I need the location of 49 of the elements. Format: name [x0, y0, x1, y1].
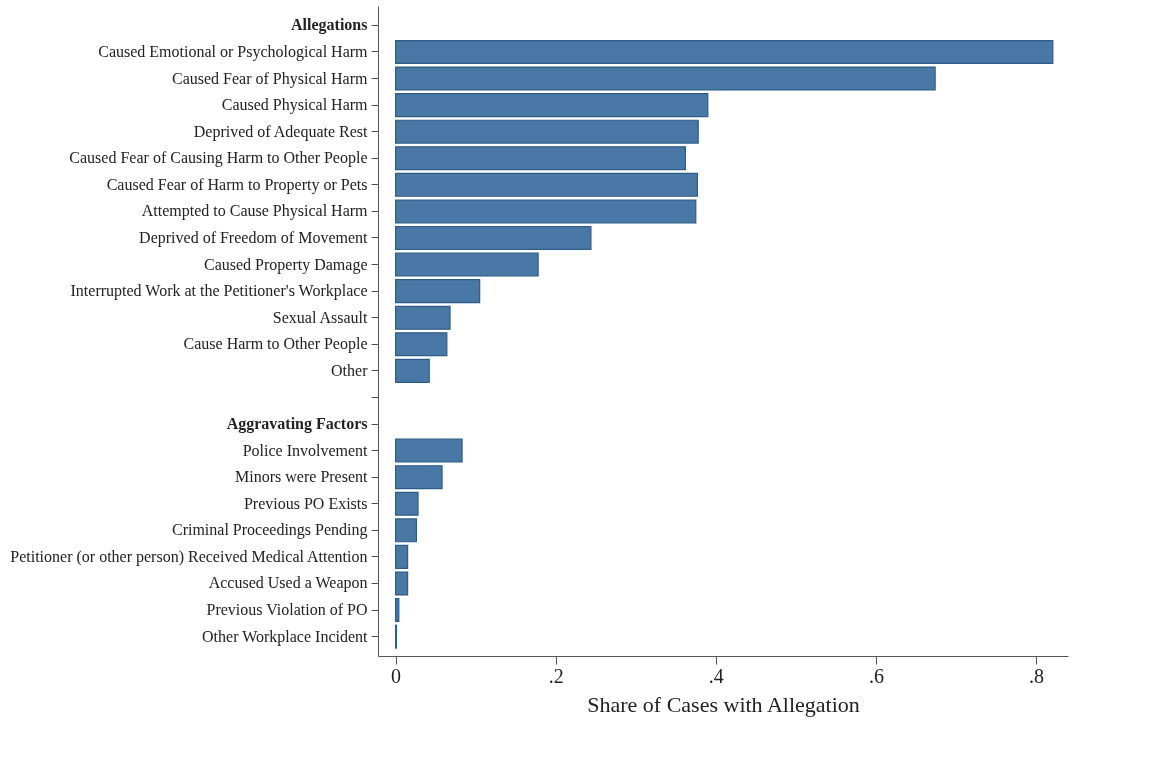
y-tick-label: Deprived of Adequate Rest: [193, 122, 369, 141]
x-tick-label: .2: [548, 664, 564, 687]
bar: [395, 491, 419, 516]
bar: [395, 438, 463, 463]
y-tick-label: Sexual Assault: [272, 308, 369, 326]
bar: [395, 199, 697, 224]
x-tick-label: .6: [868, 664, 884, 687]
y-tick-label: Deprived of Freedom of Movement: [139, 228, 369, 247]
bar: [395, 172, 698, 197]
y-tick-label: Previous Violation of PO: [206, 601, 368, 619]
bar: [395, 252, 539, 277]
bar: [395, 305, 451, 330]
bar: [395, 66, 936, 91]
y-tick-label: Aggravating Factors: [226, 415, 368, 434]
bar: [395, 358, 430, 383]
y-tick-label: Accused Used a Weapon: [208, 574, 368, 593]
y-tick-label: Cause Harm to Other People: [183, 335, 368, 354]
y-tick-label: Caused Fear of Physical Harm: [171, 69, 369, 88]
x-tick-label: 0: [391, 664, 402, 687]
x-tick-label: .4: [708, 664, 724, 687]
bar: [395, 332, 448, 357]
y-tick-label: Petitioner (or other person) Received Medical Attention: [10, 547, 368, 566]
y-tick-label: Caused Property Damage: [203, 255, 368, 274]
x-tick-label: .8: [1028, 664, 1044, 687]
y-tick-label: Previous PO Exists: [243, 494, 368, 512]
bar: [395, 39, 1054, 64]
x-axis-title: Share of Cases with Allegation: [587, 691, 860, 717]
bar: [395, 598, 400, 623]
y-tick-label: Caused Fear of Harm to Property or Pets: [106, 175, 368, 194]
y-tick-label: Caused Physical Harm: [221, 96, 369, 115]
y-tick-label: Minors were Present: [235, 468, 369, 486]
bar: [395, 518, 418, 543]
y-tick-label: Caused Fear of Causing Harm to Other People: [69, 149, 368, 168]
y-tick-label: Allegations: [291, 16, 368, 35]
y-tick-label: Interrupted Work at the Petitioner's Workplace: [70, 282, 368, 301]
bar: [395, 93, 709, 118]
bar: [395, 571, 409, 596]
y-tick-label: Other: [331, 361, 369, 379]
y-tick-label: Criminal Proceedings Pending: [171, 521, 368, 540]
bar: [395, 119, 699, 144]
y-tick-label: Attempted to Cause Physical Harm: [141, 202, 369, 221]
bar: [395, 465, 443, 490]
bar: [395, 544, 409, 569]
y-tick-label: Other Workplace Incident: [202, 627, 369, 646]
bar: [395, 279, 481, 304]
bar: [395, 146, 686, 171]
y-tick-label: Police Involvement: [242, 441, 369, 459]
y-tick-label: Caused Emotional or Psychological Harm: [98, 42, 369, 61]
bar: [395, 225, 592, 251]
